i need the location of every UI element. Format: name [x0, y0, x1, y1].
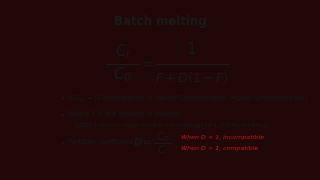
Text: $\mathit{C_0}$: $\mathit{C_0}$ — [113, 66, 132, 84]
Text: $D =$: $D =$ — [133, 136, 151, 148]
Text: $\mathit{C_s}$: $\mathit{C_s}$ — [156, 130, 170, 144]
Text: $\bullet$: $\bullet$ — [60, 139, 65, 145]
Text: $F + D(1-F)$: $F + D(1-F)$ — [155, 70, 228, 85]
Text: $C_l/C_0$ = (Concentration in liquid)/(Concentration original unmelted solid): $C_l/C_0$ = (Concentration in liquid)/(C… — [68, 92, 308, 103]
Text: $1$: $1$ — [186, 41, 196, 57]
Text: Partition coefficient (D): Partition coefficient (D) — [68, 139, 146, 145]
Text: \u2013 Values range from 0 (no melting) to 1 (100% melting).: \u2013 Values range from 0 (no melting) … — [75, 123, 269, 128]
Text: When D > 1, compatible: When D > 1, compatible — [181, 146, 258, 151]
Text: $=$: $=$ — [140, 57, 155, 71]
Text: Batch melting: Batch melting — [114, 15, 206, 28]
Text: When D < 1, incompatible: When D < 1, incompatible — [181, 135, 264, 140]
Text: $\bullet$: $\bullet$ — [60, 94, 65, 100]
Text: $\mathit{C_l}$: $\mathit{C_l}$ — [157, 143, 169, 157]
Text: $\mathit{C_l}$: $\mathit{C_l}$ — [115, 42, 130, 61]
Text: $\bullet$: $\bullet$ — [60, 111, 65, 117]
Text: Where F is the amount of melting.: Where F is the amount of melting. — [68, 111, 183, 117]
